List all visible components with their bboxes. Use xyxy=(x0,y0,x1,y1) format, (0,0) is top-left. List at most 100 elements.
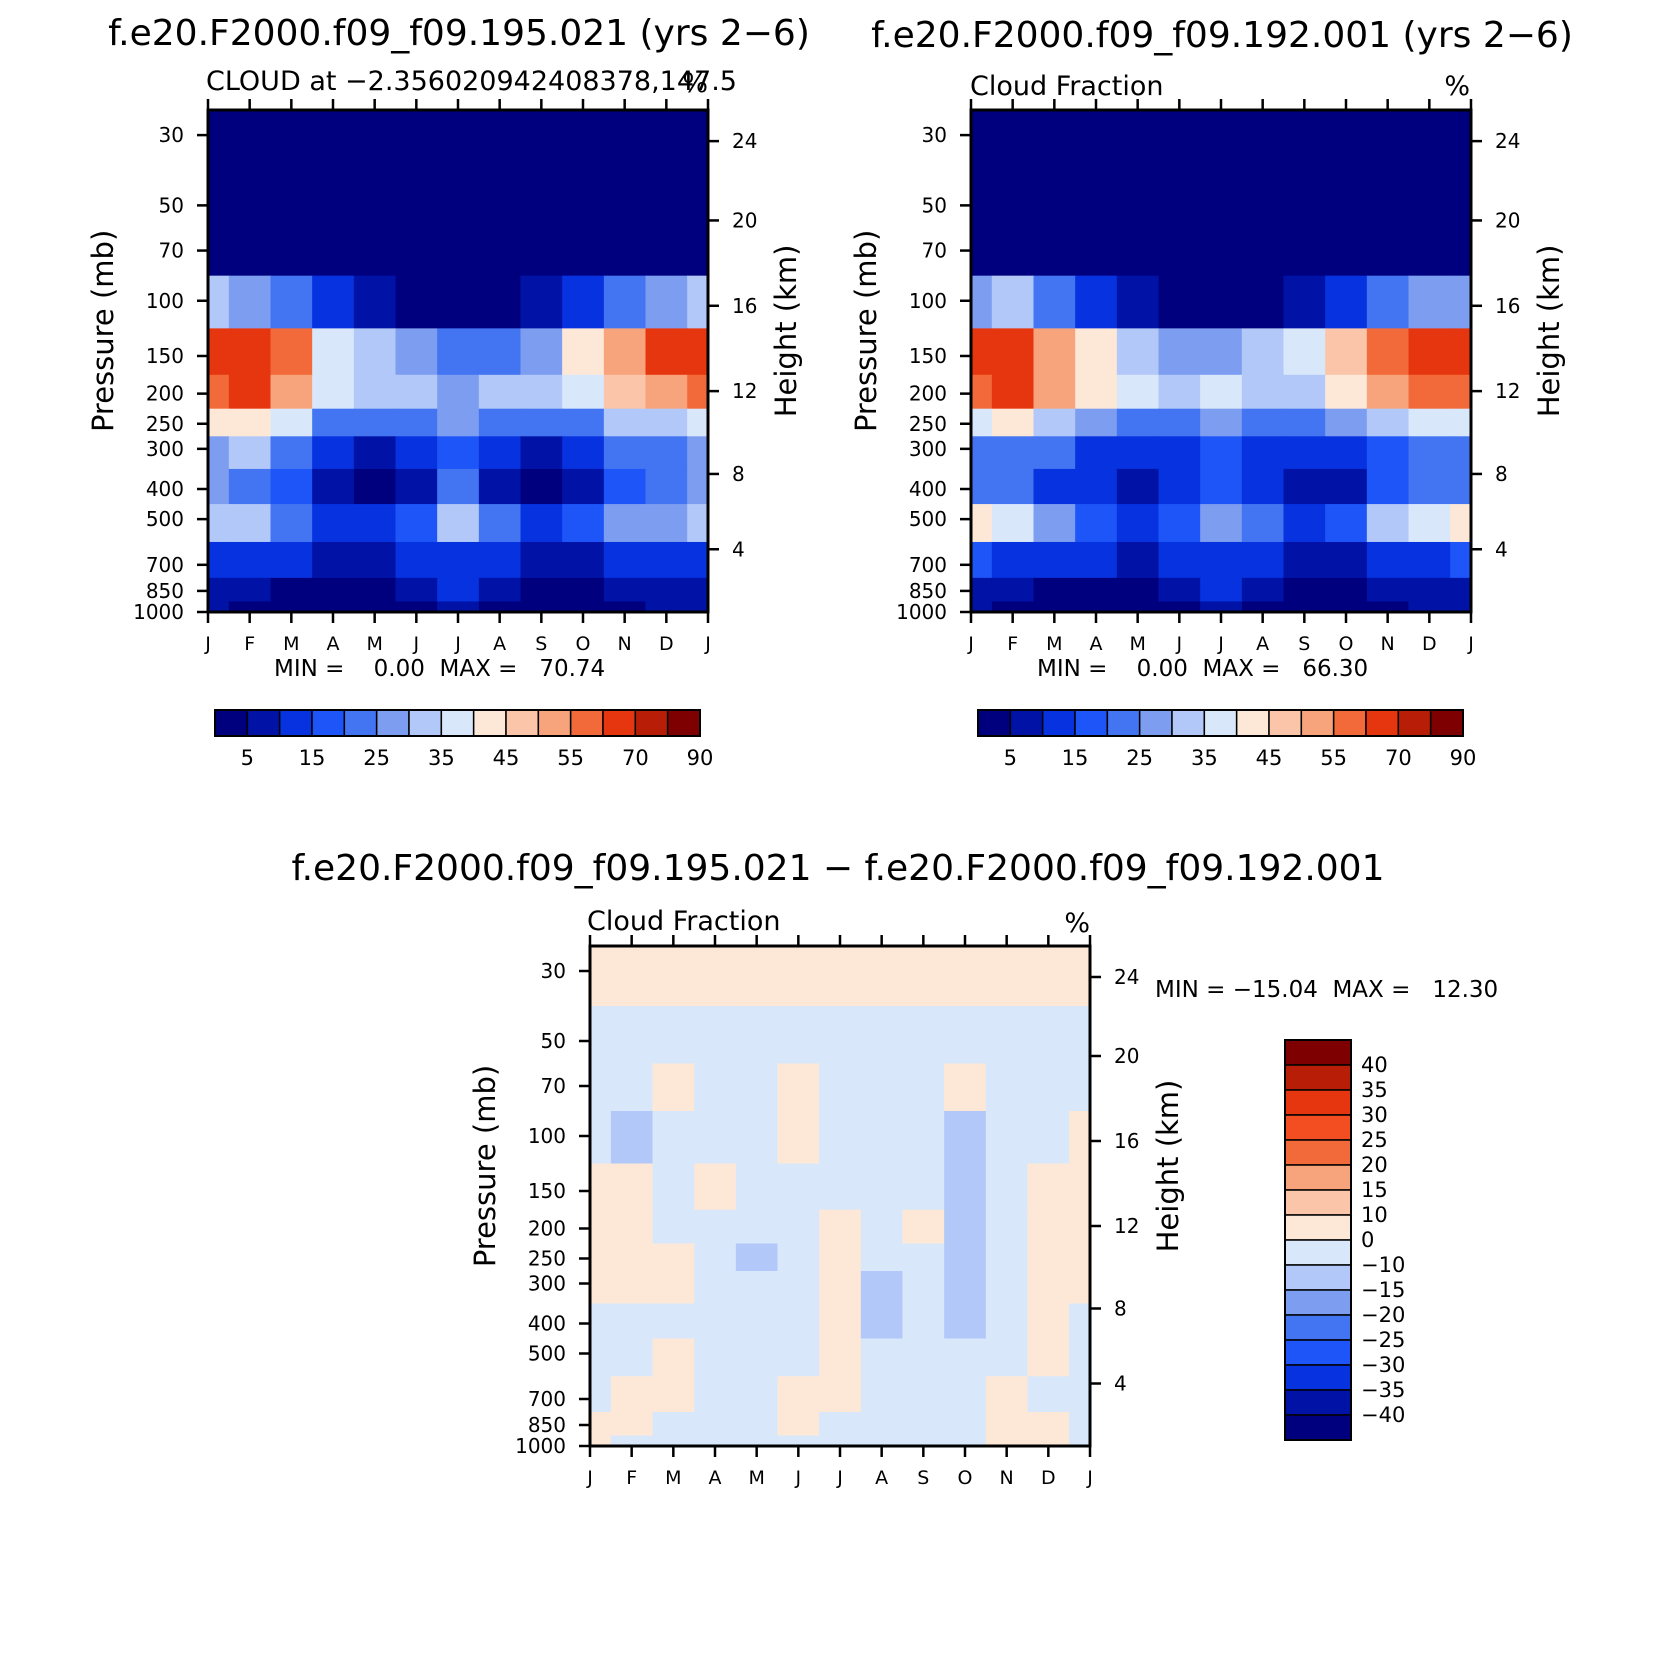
contour-cell xyxy=(1450,408,1472,437)
panel-left-variable-label: CLOUD at −2.356020942408378,147.5 xyxy=(206,66,737,97)
contour-cell xyxy=(1158,227,1201,277)
colorbar-box xyxy=(408,709,443,737)
contour-cell xyxy=(590,1163,612,1211)
contour-cell xyxy=(478,227,522,277)
panel-left-case-title: f.e20.F2000.f09_f09.195.021 (yrs 2−6) xyxy=(108,13,810,54)
contour-cell xyxy=(562,328,605,376)
contour-cell xyxy=(1033,408,1076,437)
contour-cell xyxy=(985,1376,1029,1413)
height-tick-label: 8 xyxy=(732,462,745,486)
contour-cell xyxy=(1200,374,1243,410)
height-tick-label: 12 xyxy=(1495,379,1520,403)
contour-cell xyxy=(652,1163,695,1211)
pressure-tick-label: 50 xyxy=(922,193,947,217)
contour-cell xyxy=(1408,408,1451,437)
colorbar-box xyxy=(1284,1339,1352,1366)
contour-cell xyxy=(860,1271,904,1305)
contour-cell xyxy=(1116,436,1160,470)
colorbar-box xyxy=(1138,709,1173,737)
contour-cell xyxy=(645,436,688,470)
colorbar-label: 25 xyxy=(1361,1128,1388,1152)
y-axis-title: Pressure (mb) xyxy=(86,230,120,432)
contour-cell xyxy=(944,946,987,1007)
pressure-tick-label: 1000 xyxy=(515,1434,566,1458)
contour-cell xyxy=(353,374,397,410)
contour-cell xyxy=(1408,601,1451,613)
contour-cell xyxy=(1366,468,1410,505)
contour-cell xyxy=(1241,468,1285,505)
contour-cell xyxy=(208,577,230,603)
contour-cell xyxy=(395,275,438,329)
contour-cell xyxy=(1241,227,1285,277)
contour-cell xyxy=(312,328,355,376)
contour-cell xyxy=(312,408,355,437)
contour-cell xyxy=(1158,436,1201,470)
contour-cell xyxy=(971,170,993,229)
contour-cell xyxy=(520,601,563,613)
contour-cell xyxy=(478,275,522,329)
contour-cell xyxy=(1283,541,1326,579)
contour-cell xyxy=(687,374,709,410)
pressure-tick-label: 700 xyxy=(909,553,947,577)
month-tick-label: J xyxy=(1217,633,1224,655)
panel-right-colorbar: 5 15 25 35 45 55 70 90 xyxy=(977,709,1476,770)
pressure-tick-label: 1000 xyxy=(133,600,184,624)
colorbar-label: 15 xyxy=(299,746,326,770)
contour-cell xyxy=(1033,227,1076,277)
contour-cell xyxy=(819,1435,862,1447)
contour-cell xyxy=(270,227,313,277)
contour-cell xyxy=(610,1376,654,1413)
contour-cell xyxy=(1450,436,1472,470)
contour-cell xyxy=(1241,541,1285,579)
contour-cell xyxy=(652,1063,695,1112)
contour-cell xyxy=(687,275,709,329)
contour-cell xyxy=(652,1271,695,1305)
contour-cell xyxy=(520,328,563,376)
contour-cell xyxy=(694,1243,737,1272)
contour-cell xyxy=(860,1063,904,1112)
colorbar-box xyxy=(1284,1214,1352,1241)
contour-cell xyxy=(562,227,605,277)
contour-cell xyxy=(270,541,313,579)
contour-cell xyxy=(1075,577,1118,603)
contour-cell xyxy=(353,504,397,543)
contour-cell xyxy=(1075,110,1118,171)
contour-cell xyxy=(1200,110,1243,171)
contour-cell xyxy=(652,1006,695,1065)
contour-cell xyxy=(819,1243,862,1272)
contour-cell xyxy=(652,1376,695,1413)
contour-cell xyxy=(353,408,397,437)
contour-cell xyxy=(312,170,355,229)
contour-cell xyxy=(1325,110,1368,171)
contour-cell xyxy=(395,577,438,603)
contour-cell xyxy=(1366,275,1410,329)
contour-cell xyxy=(985,1163,1029,1211)
contour-cell xyxy=(1116,408,1160,437)
colorbar-label: 5 xyxy=(241,746,254,770)
contour-cell xyxy=(652,946,695,1007)
contour-cell xyxy=(562,577,605,603)
contour-cell xyxy=(1069,1303,1091,1340)
month-tick-label: D xyxy=(1422,633,1437,655)
contour-cell xyxy=(610,1006,654,1065)
contour-cell xyxy=(610,946,654,1007)
contour-cell xyxy=(860,1376,904,1413)
colorbar-box xyxy=(1365,709,1400,737)
month-tick-label: F xyxy=(1007,633,1018,655)
contour-cell xyxy=(652,1412,695,1437)
contour-cell xyxy=(777,1163,820,1211)
pressure-tick-label: 1000 xyxy=(896,600,947,624)
contour-cell xyxy=(437,110,480,171)
contour-cell xyxy=(603,227,647,277)
contour-cell xyxy=(437,374,480,410)
panel-right-units-label: % xyxy=(1444,71,1470,102)
colorbar-box xyxy=(634,709,669,737)
contour-cell xyxy=(694,1163,737,1211)
contour-cell xyxy=(610,1063,654,1112)
contour-cell xyxy=(1158,577,1201,603)
contour-cell xyxy=(777,1376,820,1413)
contour-cell xyxy=(395,541,438,579)
contour-cell xyxy=(1408,275,1451,329)
contour-cell xyxy=(1027,946,1070,1007)
contour-cell xyxy=(902,1163,945,1211)
